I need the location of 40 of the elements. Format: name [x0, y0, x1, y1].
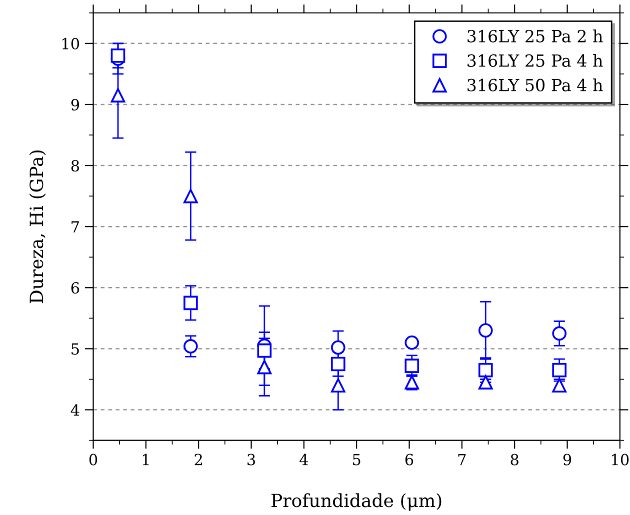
point: [257, 343, 272, 358]
y-tick-label: 5: [72, 343, 79, 355]
x-tick-label: 1: [142, 454, 149, 466]
y-axis-title: Dureza, Hi (GPa): [29, 150, 46, 304]
x-tick-label: 10: [612, 454, 629, 466]
point: [478, 323, 493, 338]
point: [552, 362, 567, 378]
x-tick-label: 3: [248, 454, 255, 466]
y-tick-label: 6: [71, 282, 80, 294]
point: [330, 356, 346, 372]
y-tick-label: 4: [70, 404, 80, 416]
legend-label: 316LY 25 Pa 4 h: [468, 54, 603, 67]
point: [110, 48, 126, 63]
point: [184, 188, 198, 204]
x-tick-label: 7: [458, 454, 466, 466]
point: [110, 88, 126, 102]
point: [404, 358, 420, 373]
point: [478, 375, 493, 390]
x-tick-label: 6: [405, 454, 414, 466]
y-tick-label: 7: [72, 221, 79, 232]
point: [552, 326, 567, 341]
point: [478, 362, 493, 378]
x-tick-label: 9: [563, 454, 572, 466]
point: [184, 296, 198, 310]
point: [330, 340, 346, 355]
point: [257, 360, 272, 374]
x-tick-label: 8: [510, 454, 518, 466]
point: [184, 339, 198, 354]
y-tick-label: 10: [62, 38, 80, 50]
x-tick-label: 4: [300, 454, 308, 466]
legend-label: 316LY 25 Pa 2 h: [468, 30, 603, 42]
point: [330, 378, 346, 393]
x-tick-label: 0: [89, 454, 98, 466]
legend-label: 316LY 50 Pa 4 h: [468, 78, 603, 92]
y-tick-label: 8: [71, 160, 80, 172]
x-tick-label: 5: [353, 454, 360, 466]
point: [404, 335, 420, 350]
x-axis-title: Profundidade (μm): [271, 493, 442, 511]
x-tick-label: 2: [194, 454, 202, 466]
y-tick-label: 9: [71, 98, 80, 110]
